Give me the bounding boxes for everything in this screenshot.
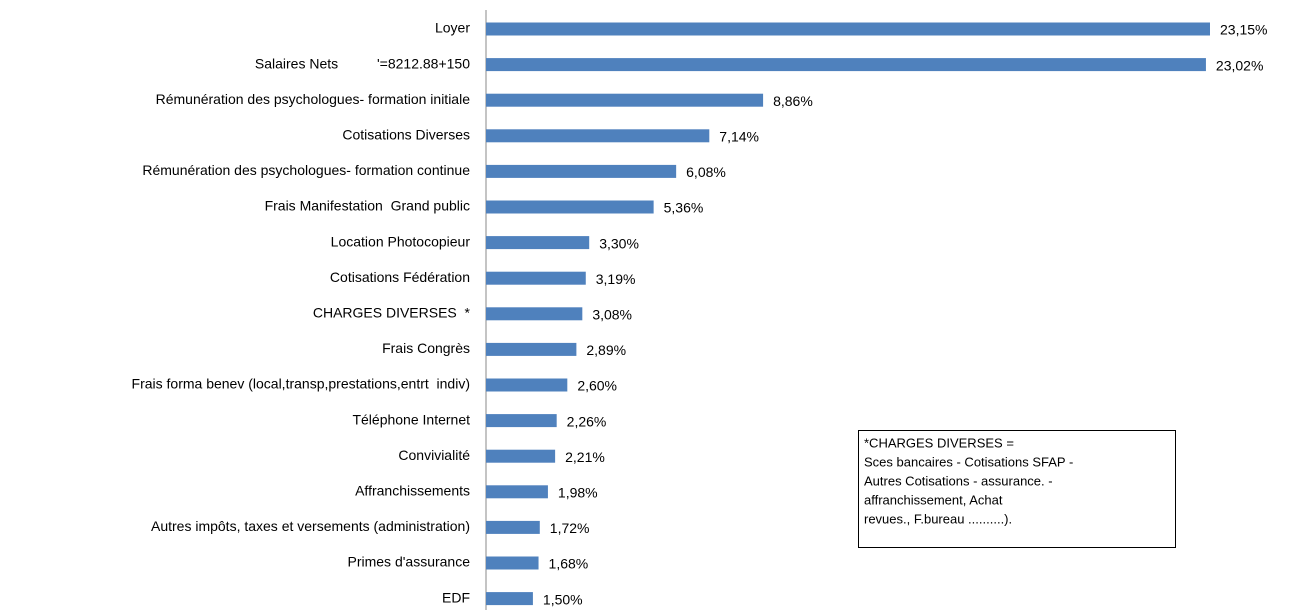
bar (486, 378, 568, 392)
category-label: Loyer (435, 20, 470, 36)
value-label: 1,98% (558, 485, 598, 501)
bar (486, 22, 1210, 36)
category-label: Rémunération des psychologues- formation… (156, 91, 471, 107)
category-label: Frais Manifestation Grand public (265, 198, 470, 214)
category-label: Frais Congrès (382, 340, 470, 356)
value-label: 3,30% (599, 235, 639, 251)
value-label: 1,50% (543, 591, 583, 607)
bar (486, 485, 548, 499)
bar (486, 271, 586, 285)
annotation-line: revues., F.bureau ..........). (864, 511, 1012, 526)
value-label: 2,26% (567, 413, 607, 429)
category-label: Convivialité (398, 447, 470, 463)
value-label: 1,68% (549, 556, 589, 572)
category-label: Rémunération des psychologues- formation… (142, 162, 470, 178)
bar (486, 93, 764, 107)
annotation-line: Autres Cotisations - assurance. - (864, 473, 1053, 488)
value-label: 8,86% (773, 93, 813, 109)
annotation-line: Sces bancaires - Cotisations SFAP - (864, 454, 1073, 469)
value-label: 2,21% (565, 449, 605, 465)
bar (486, 592, 533, 606)
value-label: 5,36% (664, 200, 704, 216)
bar (486, 414, 557, 428)
bar (486, 342, 577, 356)
value-label: 7,14% (719, 129, 759, 145)
bar (486, 129, 710, 143)
bar (486, 58, 1206, 72)
value-label: 2,60% (577, 378, 617, 394)
category-label: Frais forma benev (local,transp,prestati… (132, 376, 470, 392)
bar (486, 449, 556, 463)
bar (486, 200, 654, 214)
value-label: 3,08% (592, 307, 632, 323)
annotation-box (858, 430, 1176, 548)
value-label: 1,72% (550, 520, 590, 536)
annotation-line: affranchissement, Achat (864, 492, 1003, 507)
value-label: 3,19% (596, 271, 636, 287)
bar (486, 520, 540, 534)
category-label: Autres impôts, taxes et versements (admi… (151, 518, 470, 534)
category-label: Téléphone Internet (352, 411, 470, 427)
category-label: Salaires Nets '=8212.88+150 (255, 55, 470, 71)
category-label: Location Photocopieur (331, 233, 471, 249)
category-label: CHARGES DIVERSES * (313, 305, 471, 321)
value-label: 23,02% (1216, 57, 1263, 73)
category-label: Cotisations Diverses (342, 127, 470, 143)
value-label: 6,08% (686, 164, 726, 180)
bar (486, 164, 677, 178)
value-label: 23,15% (1220, 22, 1267, 38)
bar (486, 307, 583, 321)
value-label: 2,89% (586, 342, 626, 358)
category-label: Cotisations Fédération (330, 269, 470, 285)
bar (486, 236, 590, 250)
annotation-line: *CHARGES DIVERSES = (864, 435, 1014, 450)
category-label: EDF (442, 589, 470, 605)
bar (486, 556, 539, 570)
category-label: Affranchissements (355, 483, 470, 499)
category-label: Primes d'assurance (348, 554, 471, 570)
